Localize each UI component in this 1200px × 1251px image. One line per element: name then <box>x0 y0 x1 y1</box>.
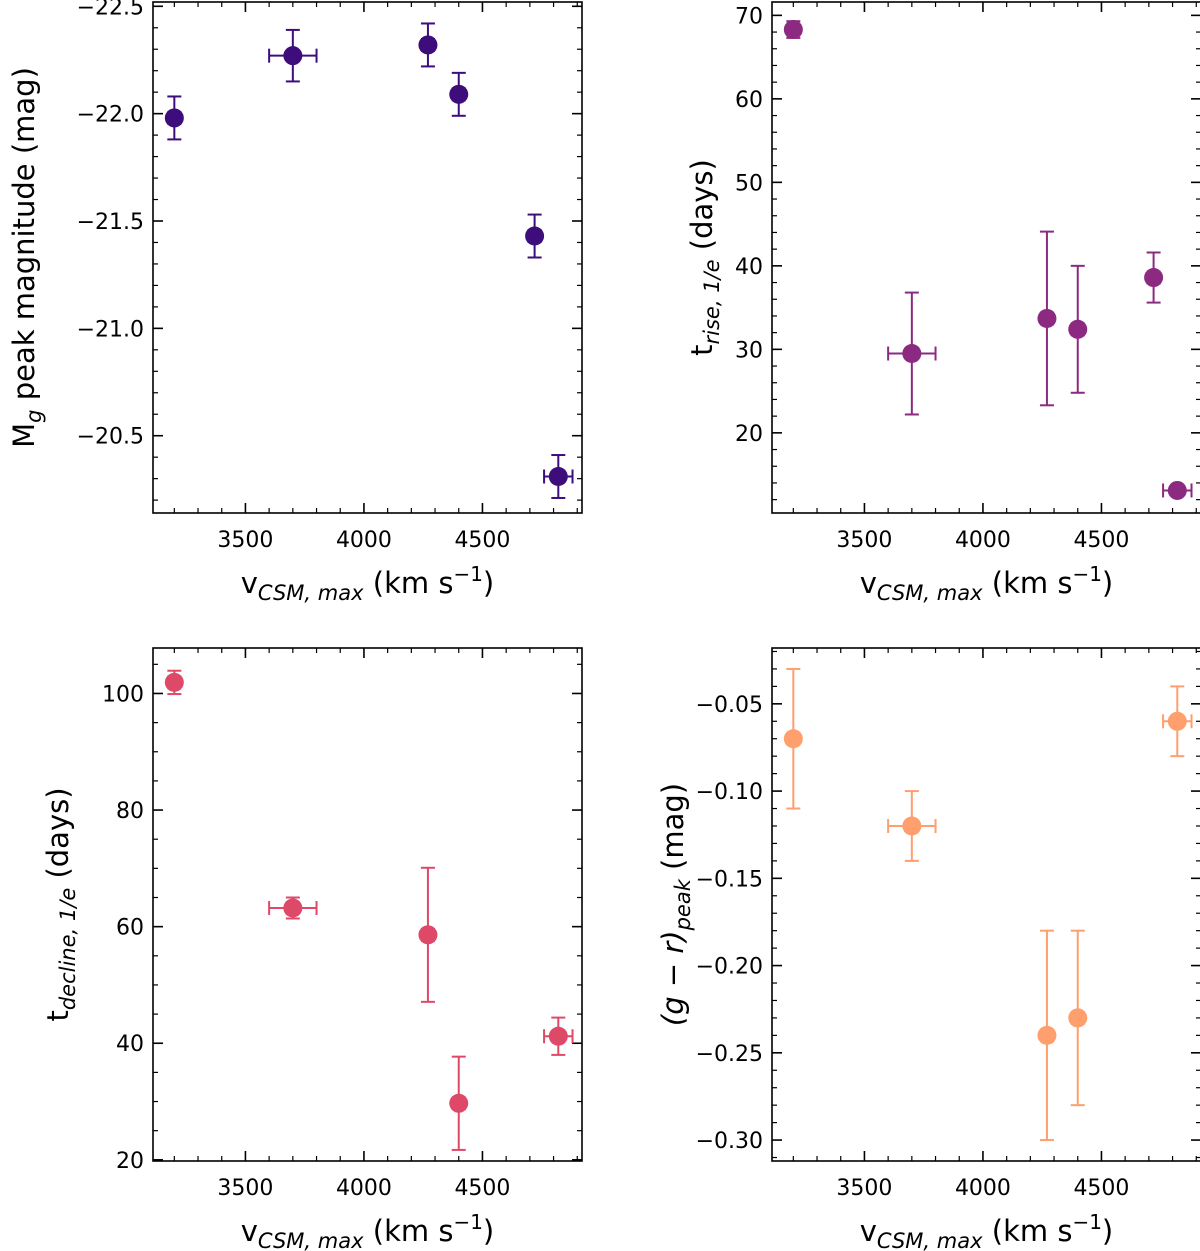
y-tick-label: −0.15 <box>696 867 763 892</box>
y-tick-label: 80 <box>116 799 144 824</box>
data-point <box>268 896 318 920</box>
y-tick-label: −0.20 <box>696 955 763 980</box>
y-axis-label: trise, 1/e (days) <box>685 159 724 356</box>
minor-ticks <box>772 2 1200 513</box>
y-tick-label: 20 <box>116 1149 144 1174</box>
y-tick-label: 30 <box>735 338 763 363</box>
marker <box>1037 308 1057 328</box>
y-tick-label: −0.25 <box>696 1042 763 1067</box>
marker <box>1068 1008 1088 1028</box>
x-axis-label: vCSM, max (km s−1) <box>241 1210 495 1251</box>
y-tick-label: −0.10 <box>696 780 763 805</box>
y-tick-label: −22.0 <box>77 103 144 128</box>
y-tick-label: −20.5 <box>77 425 144 450</box>
x-tick-label: 3500 <box>217 528 273 553</box>
panel-decline-time: 3500 4000 4500 20 40 60 80 100 vCSM, max (km s−1… <box>41 647 583 1251</box>
marker <box>783 729 803 749</box>
minor-ticks <box>772 648 1200 1161</box>
y-tick-label: 70 <box>735 4 763 29</box>
marker <box>1037 1025 1057 1045</box>
x-tick-label: 4500 <box>454 1176 510 1201</box>
marker <box>164 108 184 128</box>
marker <box>548 467 568 486</box>
data-point <box>164 95 184 141</box>
marker <box>449 1093 469 1113</box>
x-axis-label: vCSM, max (km s−1) <box>860 562 1114 605</box>
data-point <box>887 790 937 862</box>
axes-frame <box>771 1 1200 514</box>
marker <box>902 344 922 364</box>
x-tick-label: 4500 <box>454 528 510 553</box>
x-tick-label: 4500 <box>1073 528 1129 553</box>
marker <box>548 1026 568 1046</box>
data-point <box>418 866 438 1003</box>
panel-g-r-color: 3500 4000 4500 −0.05 −0.10 −0.15 −0.20 −0.25 −0.… <box>656 647 1200 1251</box>
x-tick-label: 3500 <box>836 1176 892 1201</box>
x-axis-label: vCSM, max (km s−1) <box>860 1210 1114 1251</box>
minor-ticks <box>153 2 582 513</box>
marker <box>1068 319 1088 339</box>
y-axis-label: Mg peak magnitude (mag) <box>7 67 46 448</box>
data-point <box>543 454 574 499</box>
data-point <box>449 71 469 117</box>
marker <box>418 35 438 55</box>
data-point <box>1144 251 1164 304</box>
y-tick-label: 20 <box>735 422 763 447</box>
y-axis-label: (g − r)peak (mag) <box>656 783 695 1026</box>
data-point <box>1162 685 1193 758</box>
axes-frame <box>152 1 583 514</box>
marker <box>1167 480 1187 500</box>
y-tick-label: 100 <box>102 682 144 707</box>
y-tick-label: −0.05 <box>696 693 763 718</box>
data-point <box>783 667 803 810</box>
data-point <box>1037 929 1057 1142</box>
y-axis-label: tdecline, 1/e (days) <box>41 787 80 1021</box>
y-tick-label: 40 <box>116 1032 144 1057</box>
marker <box>164 672 184 692</box>
marker <box>283 46 303 66</box>
marker <box>449 84 469 104</box>
marker <box>902 816 922 836</box>
y-tick-label: −0.30 <box>696 1129 763 1154</box>
x-tick-label: 3500 <box>836 528 892 553</box>
marker <box>1167 711 1187 731</box>
y-tick-label: 50 <box>735 171 763 196</box>
data-point <box>1162 480 1193 500</box>
data-point <box>887 291 937 416</box>
y-tick-label: 60 <box>735 88 763 113</box>
data-point <box>1068 264 1088 394</box>
data-point <box>783 20 803 40</box>
marker <box>418 925 438 945</box>
x-tick-label: 4000 <box>955 528 1011 553</box>
data-point <box>449 1055 469 1151</box>
marker <box>525 226 545 246</box>
panel-rise-time: 3500 4000 4500 20 30 40 50 60 70 vCSM, max (km s−… <box>685 1 1200 605</box>
y-tick-label: 40 <box>735 255 763 280</box>
x-axis-label: vCSM, max (km s−1) <box>241 562 495 605</box>
y-tick-label: −21.0 <box>77 317 144 342</box>
data-point <box>164 669 184 696</box>
data-point <box>525 213 545 259</box>
x-tick-label: 3500 <box>217 1176 273 1201</box>
data-point <box>418 22 438 68</box>
data-point <box>543 1016 574 1056</box>
x-tick-label: 4000 <box>336 528 392 553</box>
y-tick-label: −22.5 <box>77 0 144 20</box>
marker <box>283 898 303 918</box>
y-tick-label: −21.5 <box>77 210 144 235</box>
minor-ticks <box>153 648 582 1161</box>
axes-frame <box>152 647 583 1162</box>
panel-mg-peak-magnitude: 3500 4000 4500 −20.5 −21.0 −21.5 −22.0 −22.5 vCS… <box>7 0 583 605</box>
x-tick-label: 4000 <box>955 1176 1011 1201</box>
marker <box>1144 268 1164 288</box>
x-tick-label: 4000 <box>336 1176 392 1201</box>
y-tick-label: 60 <box>116 916 144 941</box>
marker <box>783 20 803 40</box>
x-tick-label: 4500 <box>1073 1176 1129 1201</box>
axes-frame <box>771 647 1200 1162</box>
data-point <box>268 28 318 83</box>
data-point <box>1068 929 1088 1107</box>
data-point <box>1037 230 1057 407</box>
